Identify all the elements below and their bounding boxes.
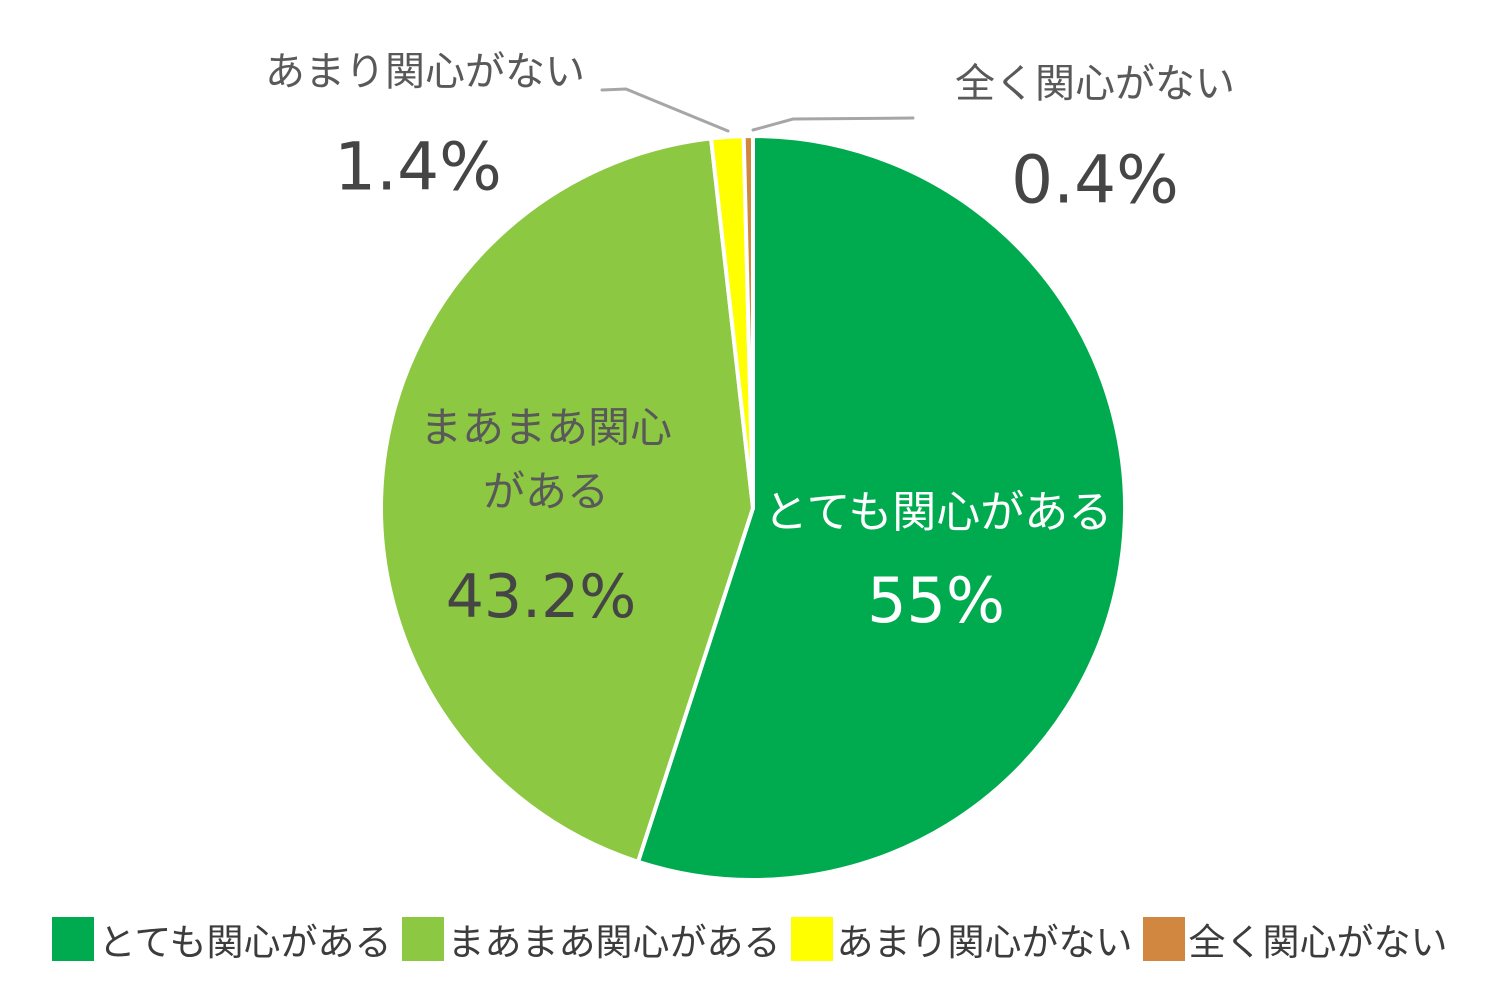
slice-label-somewhat-interested-value: 43.2% [445, 562, 637, 632]
legend-label-not-very-interested: あまり関心がない [836, 921, 1133, 964]
pie-slice-0 [636, 134, 1127, 882]
legend-swatch-somewhat-interested [401, 917, 444, 961]
slice-label-somewhat-interested-line2: がある [482, 466, 610, 516]
callout-not-at-all-name: 全く関心がない [955, 61, 1235, 107]
legend: とても関心がある まあまあ関心がある あまり関心がない 全く関心がない [0, 912, 1500, 966]
slice-label-very-interested-value: 55% [867, 563, 1005, 637]
pie-slice-3 [741, 134, 755, 510]
callout-not-at-all-value: 0.4% [1011, 141, 1179, 219]
leader-line-not-very-interested [600, 87, 730, 133]
legend-swatch-very-interested [52, 917, 95, 961]
legend-label-very-interested: とても関心がある [98, 921, 392, 964]
slice-label-very-interested-name: とても関心がある [763, 486, 1113, 538]
legend-item-very-interested: とても関心がある [52, 912, 392, 966]
legend-item-not-very-interested: あまり関心がない [790, 912, 1133, 966]
pie-slice-1 [379, 136, 755, 864]
pie-slices [379, 134, 1127, 882]
callout-not-very-interested-value: 1.4% [334, 128, 502, 206]
legend-swatch-not-at-all [1142, 917, 1185, 961]
slice-label-somewhat-interested-line1: まあまあ関心 [419, 402, 673, 452]
legend-item-somewhat-interested: まあまあ関心がある [401, 912, 781, 966]
legend-swatch-not-very-interested [790, 917, 833, 961]
legend-label-somewhat-interested: まあまあ関心がある [447, 921, 781, 964]
leader-line-not-at-all [751, 116, 915, 132]
legend-label-not-at-all: 全く関心がない [1188, 921, 1448, 964]
callout-not-very-interested-name: あまり関心がない [265, 49, 585, 95]
legend-item-not-at-all: 全く関心がない [1142, 912, 1448, 966]
